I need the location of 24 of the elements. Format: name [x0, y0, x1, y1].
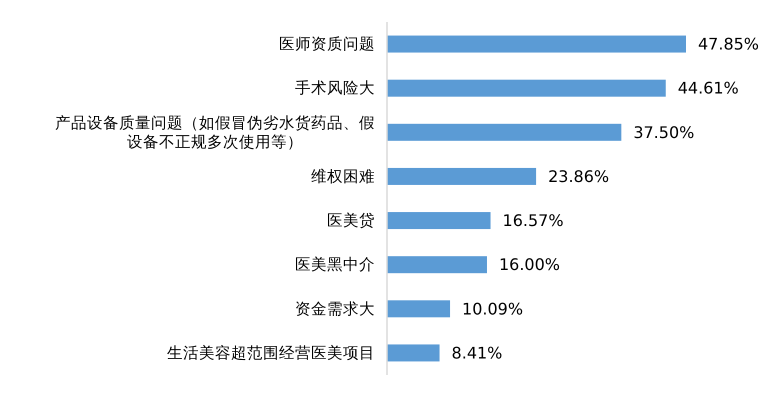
y-tick-label: 医师资质问题	[279, 35, 375, 54]
data-label: 37.50%	[633, 122, 694, 142]
y-tick-label: 生活美容超范围经营医美项目	[167, 344, 375, 362]
data-label: 16.00%	[498, 255, 560, 274]
y-tick-label: 产品设备质量问题（如假冒伪劣水货药品、假设备不正规多次使用等）	[55, 114, 375, 151]
y-tick-label: 医美黑中介	[295, 256, 375, 274]
y-tick-label: 医美贷	[327, 212, 375, 230]
data-label: 16.57%	[502, 211, 564, 230]
data-label: 8.41%	[452, 343, 502, 362]
y-tick-label: 维权困难	[311, 167, 375, 186]
bar	[387, 344, 440, 362]
y-tick-label: 手术风险大	[295, 79, 375, 98]
data-label: 47.85%	[698, 34, 760, 54]
bar	[387, 80, 666, 97]
data-label: 10.09%	[462, 299, 524, 318]
y-tick-label: 资金需求大	[295, 300, 375, 318]
bar	[387, 124, 622, 141]
bar	[387, 300, 450, 318]
bar	[387, 36, 686, 53]
bar	[387, 256, 487, 274]
data-label: 23.86%	[548, 166, 610, 186]
bar	[387, 212, 491, 230]
bar	[387, 168, 536, 185]
data-label: 44.61%	[678, 78, 739, 98]
